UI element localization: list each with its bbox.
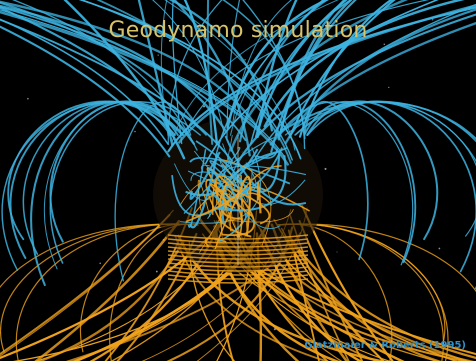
core-field-tangle — [153, 117, 323, 284]
image-title: Geodynamo simulation — [108, 18, 368, 43]
image-credit: Glatzmaier & Roberts (1995) — [304, 340, 466, 351]
outward-field-lines — [0, 0, 476, 290]
